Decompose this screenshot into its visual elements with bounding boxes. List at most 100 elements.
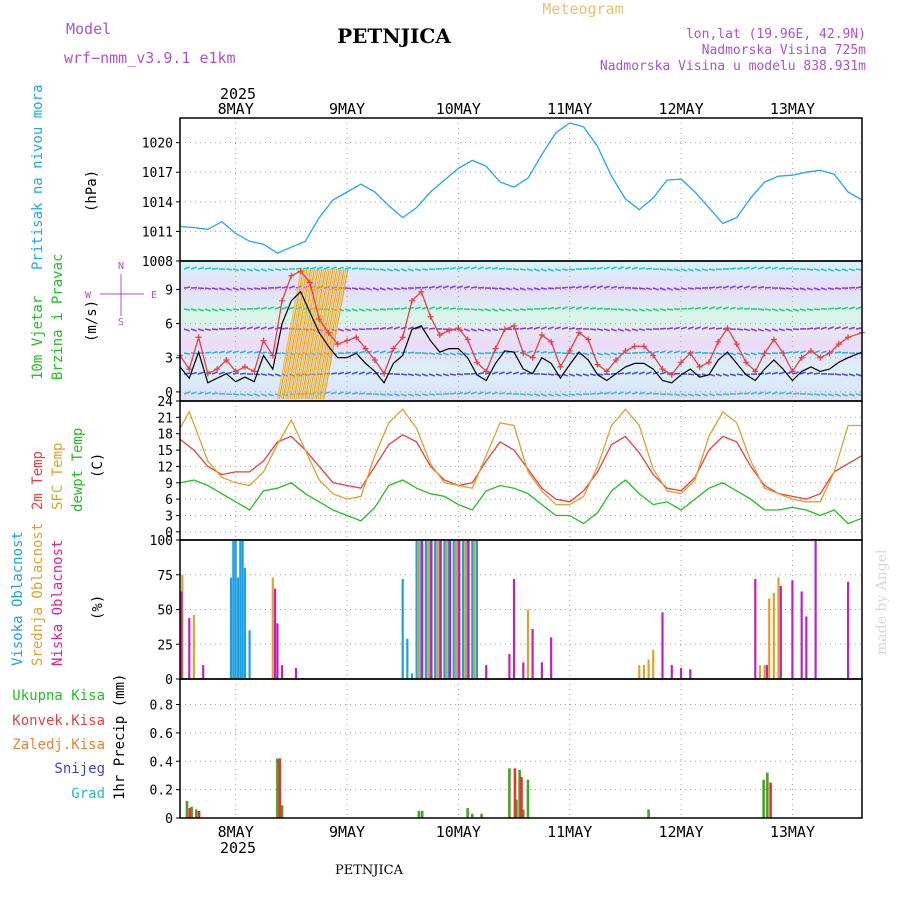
wind-arrow: [673, 268, 680, 272]
cloudiness-bar: [271, 577, 274, 679]
wind-arrow: [498, 267, 506, 270]
precipitation-bar: [647, 809, 650, 818]
wind-arrow: [428, 352, 436, 356]
wind-arrow: [729, 285, 736, 289]
y-tick-label: 15: [157, 444, 173, 459]
cloudiness-bar: [232, 540, 235, 679]
wind-arrow: [813, 308, 821, 311]
wind-arrow: [225, 350, 232, 354]
panels: 1008101110141017102003690369121518212402…: [142, 100, 865, 841]
wind-arrow: [365, 371, 372, 375]
gust-marker: [724, 325, 731, 332]
wind-arrow: [785, 328, 793, 331]
wind-arrow: [330, 372, 338, 375]
gust-marker: [371, 357, 378, 364]
wind-arrow: [778, 266, 786, 270]
wind-arrow: [764, 286, 772, 289]
cloudiness-bar: [454, 540, 458, 679]
legend-freezing: Zaledj.Kisa: [12, 737, 105, 753]
wind-arrow: [351, 391, 359, 395]
precipitation-panel: 0 0.2 0.4 0.6 0.8: [150, 678, 863, 827]
cloudiness-panel: 0 25 50 75 100: [150, 534, 863, 688]
wind-arrow: [736, 392, 744, 395]
gust-marker: [538, 331, 545, 338]
y-tick-label: 50: [157, 604, 173, 619]
wind-arrow: [337, 371, 345, 375]
wind-arrow: [575, 373, 582, 377]
wind-arrow: [470, 286, 478, 289]
wind-arrow: [666, 350, 673, 354]
gust-marker: [306, 279, 313, 286]
wind-arrow: [547, 351, 555, 354]
wind-arrow: [197, 328, 204, 332]
wind-arrow: [470, 266, 477, 270]
wind-arrow: [400, 268, 407, 272]
wind-arrow: [274, 306, 281, 310]
wind-arrow: [708, 286, 716, 289]
cloudiness-bar: [243, 567, 247, 679]
y-tick-label: 21: [157, 411, 173, 426]
wind-arrow: [841, 393, 848, 397]
wind-arrow: [190, 308, 197, 312]
wind-arrow: [806, 371, 814, 375]
wind-arrow: [568, 393, 576, 397]
gust-marker: [835, 341, 842, 348]
wind-gust-streak: [323, 268, 349, 400]
cloudiness-bar: [679, 667, 683, 679]
cloudiness-bar: [777, 577, 780, 679]
wind-arrow: [197, 266, 205, 270]
wind-arrow: [267, 268, 274, 272]
pressure-ylabel: Pritisak na nivou mora: [30, 85, 46, 270]
wind-arrow: [799, 371, 806, 375]
wind-arrow: [407, 351, 415, 354]
wind-arrow: [659, 308, 667, 312]
wind-arrow: [799, 287, 806, 291]
wind-arrow: [183, 352, 191, 355]
wind-arrow: [526, 350, 533, 354]
wind-arrow: [638, 287, 646, 290]
wind-arrow: [302, 267, 310, 270]
cloudiness-bar: [526, 609, 530, 679]
wind-arrow: [764, 372, 772, 375]
wind-arrow: [323, 286, 331, 289]
cloudiness-bar: [512, 578, 516, 679]
wind-arrow: [358, 350, 366, 354]
wind-arrow: [281, 306, 288, 310]
wind-arrow: [211, 392, 219, 395]
wind-arrow: [414, 373, 421, 377]
wind-arrow: [491, 287, 499, 290]
precipitation-bar: [278, 758, 282, 818]
temperature-series-line: [179, 434, 863, 503]
wind-arrow: [834, 373, 842, 376]
wind-arrow: [183, 308, 191, 311]
wind-arrow: [603, 328, 610, 332]
wind-arrow: [239, 393, 247, 397]
cloudiness-bar: [410, 673, 414, 679]
wind-arrow: [344, 328, 352, 332]
station-title: PETNJICA: [337, 24, 451, 48]
wind-arrow: [764, 266, 771, 270]
pressure-series-line: [179, 122, 863, 254]
wind-arrow: [778, 287, 786, 290]
wind-arrow: [673, 372, 681, 375]
gust-marker: [455, 325, 462, 332]
wind-arrow: [694, 351, 702, 354]
wind-arrow: [820, 393, 828, 397]
precipitation-bar: [194, 809, 198, 818]
wind-arrow: [617, 308, 625, 311]
wind-arrow: [204, 308, 211, 312]
wind-arrow: [386, 287, 393, 291]
wind-arrow: [701, 393, 708, 397]
cloudiness-bar: [661, 612, 664, 679]
gust-marker: [640, 343, 647, 350]
gust-marker: [659, 366, 666, 373]
wind-arrow: [687, 307, 695, 310]
wind-arrow: [715, 268, 723, 271]
y-tick-label: 0.6: [150, 727, 173, 742]
cloud-unit: (%): [90, 595, 106, 620]
wind-arrow: [540, 393, 547, 397]
wind-arrow: [659, 287, 666, 291]
gust-marker: [390, 345, 397, 352]
wind-arrow: [498, 392, 506, 395]
wind-arrow: [582, 373, 589, 377]
